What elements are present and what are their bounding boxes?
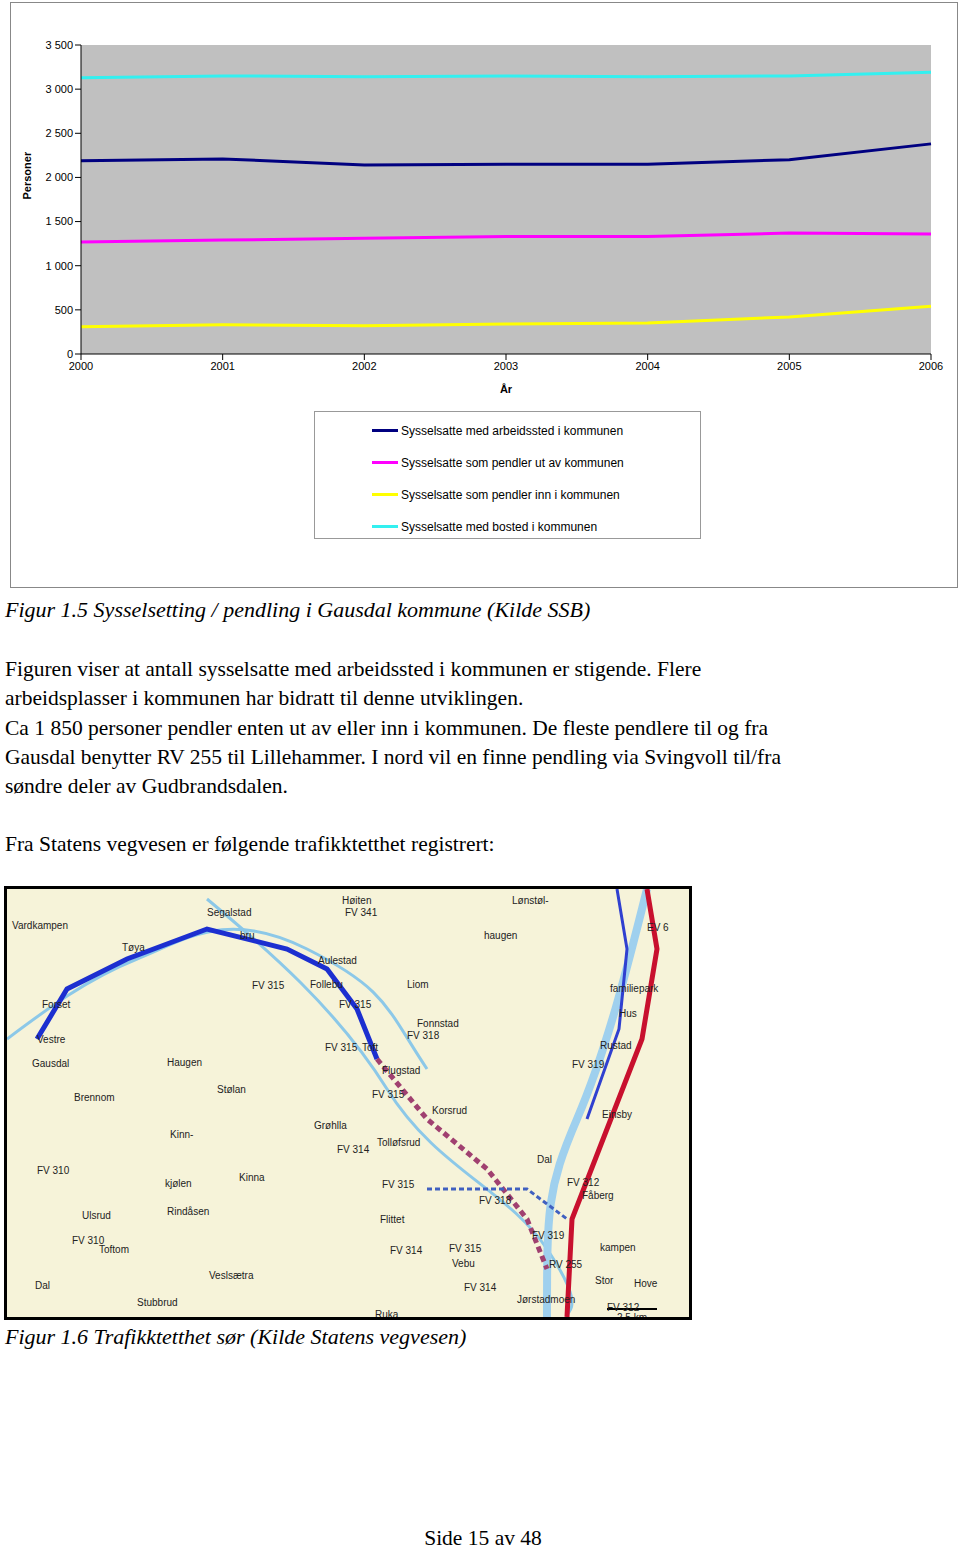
svg-text:FV 315: FV 315 — [382, 1179, 415, 1190]
svg-text:Kinna: Kinna — [239, 1172, 265, 1183]
svg-text:Grøhlla: Grøhlla — [314, 1120, 347, 1131]
svg-text:2 000: 2 000 — [45, 171, 73, 183]
svg-text:Kinn-: Kinn- — [170, 1129, 193, 1140]
svg-text:bru: bru — [240, 930, 254, 941]
svg-text:FV 315: FV 315 — [325, 1042, 358, 1053]
svg-text:Tøya: Tøya — [122, 942, 145, 953]
svg-text:1 500: 1 500 — [45, 215, 73, 227]
svg-text:EV 6: EV 6 — [647, 922, 669, 933]
svg-text:kjølen: kjølen — [165, 1178, 192, 1189]
svg-text:Flugstad: Flugstad — [382, 1065, 420, 1076]
svg-text:familiepark: familiepark — [610, 983, 659, 994]
html-text:Sysselsatte som pendler ut av: Sysselsatte som pendler ut av kommunen — [401, 456, 624, 470]
svg-text:2005: 2005 — [777, 360, 801, 372]
svg-text:Dal: Dal — [537, 1154, 552, 1165]
svg-text:Flittet: Flittet — [380, 1214, 405, 1225]
svg-text:0: 0 — [67, 348, 73, 360]
svg-text:Rustad: Rustad — [600, 1040, 632, 1051]
svg-text:2003: 2003 — [494, 360, 518, 372]
svg-text:Høiten: Høiten — [342, 895, 371, 906]
svg-text:2 500: 2 500 — [45, 127, 73, 139]
svg-text:Follebu: Follebu — [310, 979, 343, 990]
svg-text:Vestre: Vestre — [37, 1034, 66, 1045]
svg-text:Ruka: Ruka — [375, 1309, 399, 1317]
svg-text:FV 310: FV 310 — [72, 1235, 105, 1246]
svg-text:Aulestad: Aulestad — [318, 955, 357, 966]
svg-text:Personer: Personer — [21, 151, 33, 199]
svg-text:kampen: kampen — [600, 1242, 636, 1253]
svg-text:Vardkampen: Vardkampen — [12, 920, 68, 931]
svg-text:FV 318: FV 318 — [479, 1195, 512, 1206]
svg-text:FV 314: FV 314 — [464, 1282, 497, 1293]
svg-text:Vebu: Vebu — [452, 1258, 475, 1269]
svg-text:Stor: Stor — [595, 1275, 614, 1286]
html-text:Sysselsatte med bosted i kommu: Sysselsatte med bosted i kommunen — [401, 520, 598, 534]
html-text:søndre deler av Gudbrandsdalen: søndre deler av Gudbrandsdalen. — [5, 774, 288, 798]
html-text:arbeidsplasser i kommunen har: arbeidsplasser i kommunen har bidratt ti… — [5, 686, 524, 710]
svg-text:År: År — [500, 383, 513, 393]
svg-text:FV 314: FV 314 — [337, 1144, 370, 1155]
svg-text:Toft: Toft — [362, 1042, 378, 1053]
svg-text:Tolløfsrud: Tolløfsrud — [377, 1137, 420, 1148]
svg-text:FV 312: FV 312 — [607, 1302, 640, 1313]
svg-text:2001: 2001 — [210, 360, 234, 372]
svg-text:RV 255: RV 255 — [549, 1259, 583, 1270]
svg-text:2,5 km: 2,5 km — [617, 1312, 647, 1317]
svg-text:FV 319: FV 319 — [572, 1059, 605, 1070]
svg-text:Veslsætra: Veslsætra — [209, 1270, 254, 1281]
svg-text:Hove: Hove — [634, 1278, 658, 1289]
svg-text:500: 500 — [55, 304, 73, 316]
svg-text:3 500: 3 500 — [45, 39, 73, 51]
svg-text:Fåberg: Fåberg — [582, 1190, 614, 1201]
svg-text:Stubbrud: Stubbrud — [137, 1297, 178, 1308]
svg-text:Stølan: Stølan — [217, 1084, 246, 1095]
html-text:Gausdal benytter RV 255 til Li: Gausdal benytter RV 255 til Lillehammer.… — [5, 745, 781, 769]
html-text:Figuren viser at antall syssel: Figuren viser at antall sysselsatte med … — [5, 657, 702, 681]
svg-text:Liom: Liom — [407, 979, 429, 990]
svg-text:Korsrud: Korsrud — [432, 1105, 467, 1116]
svg-text:Haugen: Haugen — [167, 1057, 202, 1068]
html-text:Ca 1 850 personer pendler ente: Ca 1 850 personer pendler enten ut av el… — [5, 716, 768, 740]
svg-text:FV 315: FV 315 — [372, 1089, 405, 1100]
svg-text:Jørstadmoen: Jørstadmoen — [517, 1294, 575, 1305]
html-text:Side 15 av 48: Side 15 av 48 — [424, 1526, 542, 1549]
svg-text:FV 319: FV 319 — [532, 1230, 565, 1241]
svg-text:Brennom: Brennom — [74, 1092, 115, 1103]
svg-text:haugen: haugen — [484, 930, 517, 941]
svg-text:Rindåsen: Rindåsen — [167, 1206, 209, 1217]
svg-text:Einsby: Einsby — [602, 1109, 632, 1120]
html-text:Fra Statens vegvesen er følgen: Fra Statens vegvesen er følgende trafikk… — [5, 832, 495, 856]
svg-text:Lønstøl-: Lønstøl- — [512, 895, 549, 906]
svg-text:Gausdal: Gausdal — [32, 1058, 69, 1069]
svg-text:Ulsrud: Ulsrud — [82, 1210, 111, 1221]
svg-text:FV 315: FV 315 — [252, 980, 285, 991]
svg-text:FV 310: FV 310 — [37, 1165, 70, 1176]
svg-text:3 000: 3 000 — [45, 83, 73, 95]
html-text:Sysselsatte med arbeidssted i: Sysselsatte med arbeidssted i kommunen — [401, 424, 624, 438]
svg-text:Segalstad: Segalstad — [207, 907, 251, 918]
svg-text:FV 314: FV 314 — [390, 1245, 423, 1256]
svg-text:Toftom: Toftom — [99, 1244, 129, 1255]
svg-text:FV 315: FV 315 — [449, 1243, 482, 1254]
svg-text:Fonnstad: Fonnstad — [417, 1018, 459, 1029]
svg-text:Forset: Forset — [42, 999, 71, 1010]
svg-text:2002: 2002 — [352, 360, 376, 372]
html-text:Figur 1.6 Trafikktetthet sør (: Figur 1.6 Trafikktetthet sør (Kilde Stat… — [5, 1324, 467, 1349]
svg-text:FV 315: FV 315 — [339, 999, 372, 1010]
svg-text:FV 312: FV 312 — [567, 1177, 600, 1188]
svg-text:2006: 2006 — [919, 360, 943, 372]
svg-text:FV 318: FV 318 — [407, 1030, 440, 1041]
svg-text:2004: 2004 — [635, 360, 659, 372]
svg-text:1 000: 1 000 — [45, 260, 73, 272]
html-text:Sysselsatte som pendler inn i: Sysselsatte som pendler inn i kommunen — [401, 488, 620, 502]
svg-text:FV 341: FV 341 — [345, 907, 378, 918]
svg-text:Hus: Hus — [619, 1008, 637, 1019]
html-text:Figur 1.5 Sysselsetting / pend: Figur 1.5 Sysselsetting / pendling i Gau… — [5, 597, 591, 622]
svg-text:2000: 2000 — [69, 360, 93, 372]
svg-text:Dal: Dal — [35, 1280, 50, 1291]
